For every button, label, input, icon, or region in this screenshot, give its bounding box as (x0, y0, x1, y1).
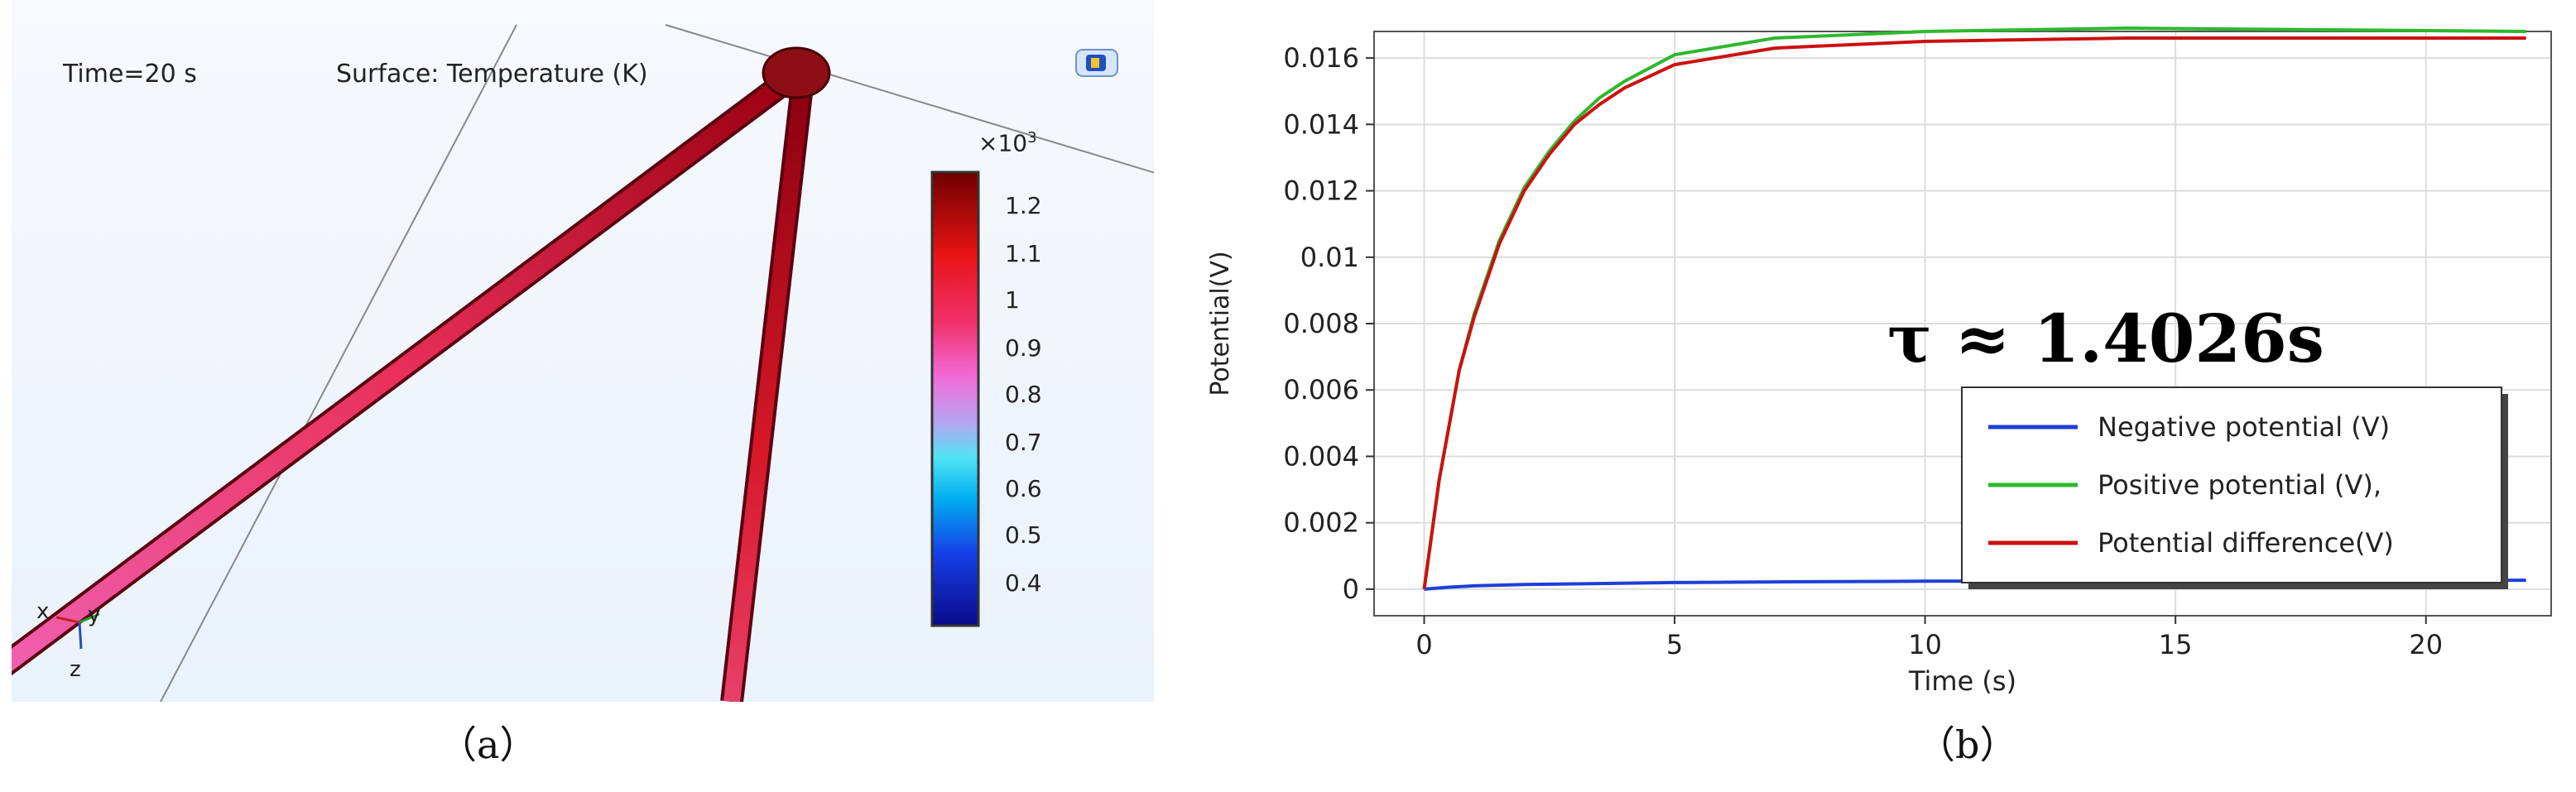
y-tick-label: 0.006 (1283, 374, 1359, 406)
colorbar-tick: 0.7 (1005, 429, 1042, 456)
triad-y-axis (79, 612, 100, 624)
triad-x-axis (55, 616, 80, 624)
rod-joint (762, 46, 831, 99)
legend-label: Potential difference(V) (2098, 527, 2394, 559)
caption-b: （b） (1917, 722, 2018, 767)
y-tick-label: 0.01 (1300, 242, 1359, 273)
potential-chart: 0 5 10 15 20 0 0.002 0.004 0.006 0.008 0.01 0.012 0.… (1206, 26, 2552, 697)
surface-label: Surface: Temperature (K) (336, 60, 648, 89)
colorbar-tick: 0.9 (1005, 334, 1042, 362)
colorbar-tick: 1 (1005, 286, 1020, 314)
y-tick-label: 0.014 (1283, 108, 1359, 140)
panel-a-geometry (12, 24, 1154, 702)
time-label: Time=20 s (63, 60, 197, 89)
outline-line (665, 24, 1154, 174)
colorbar-tick: 0.8 (1005, 381, 1042, 408)
x-tick-label: 20 (2409, 629, 2443, 660)
x-tick-label: 5 (1666, 629, 1683, 660)
colorbar-tick: 0.6 (1005, 475, 1042, 502)
colorbar-tick: 1.1 (1005, 240, 1042, 267)
caption-a: （a） (439, 722, 538, 767)
x-axis-label: Time (s) (1908, 665, 2016, 697)
triad-y-label: y (88, 602, 101, 627)
colorbar (930, 170, 980, 627)
y-tick-label: 0.008 (1283, 308, 1359, 339)
triad-z-label: z (70, 657, 81, 682)
x-tick-label: 0 (1415, 629, 1432, 660)
x-tick-label: 15 (2159, 629, 2193, 660)
x-tick-label: 10 (1908, 629, 1942, 660)
rod-right (723, 77, 811, 702)
triad-x-label: x (36, 599, 50, 624)
y-tick-label: 0.002 (1283, 507, 1359, 539)
y-tick-label: 0.012 (1283, 175, 1359, 207)
legend-label: Positive potential (V), (2098, 469, 2381, 501)
rod-left (12, 71, 795, 672)
y-tick-label: 0.016 (1283, 42, 1359, 74)
outline-line (160, 24, 517, 702)
y-axis-label: Potential(V) (1206, 251, 1235, 396)
legend-label: Negative potential (V) (2098, 411, 2390, 443)
view-toolbar-icon[interactable] (1074, 46, 1121, 79)
triad-z-axis (78, 622, 83, 650)
colorbar-tick: 0.5 (1005, 521, 1042, 549)
panel-b-chart: 0 5 10 15 20 0 0.002 0.004 0.006 0.008 0.01 0.012 0.… (1200, 0, 2576, 702)
tau-annotation: τ ≈ 1.4026s (1887, 300, 2324, 377)
y-tick-label: 0 (1343, 574, 1359, 605)
colorbar-tick: 0.4 (1005, 569, 1042, 597)
y-tick-label: 0.004 (1283, 440, 1359, 472)
colorbar-tick: 1.2 (1005, 192, 1042, 219)
panel-a-3d-view: Time=20 s Surface: Temperature (K) ×103 … (12, 0, 1154, 702)
series-line (1422, 36, 2526, 590)
colorbar-multiplier: ×103 (978, 129, 1037, 157)
